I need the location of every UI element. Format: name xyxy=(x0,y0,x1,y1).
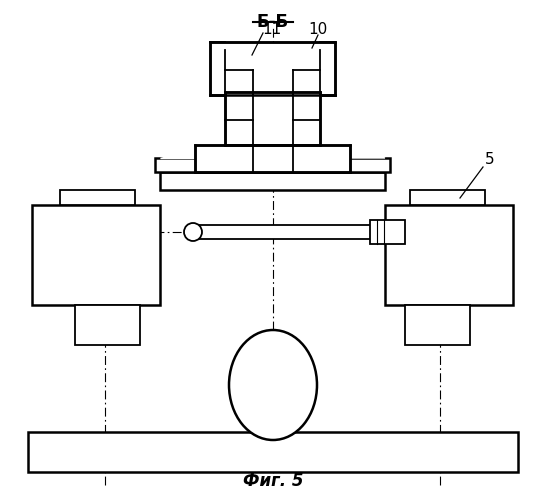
Polygon shape xyxy=(335,145,385,158)
Bar xyxy=(195,225,390,239)
Ellipse shape xyxy=(229,330,317,440)
Bar xyxy=(155,158,390,172)
Bar xyxy=(75,305,140,345)
Bar xyxy=(410,190,485,205)
Bar xyxy=(294,46,319,92)
Circle shape xyxy=(184,223,202,241)
Text: Б-Б: Б-Б xyxy=(257,13,289,31)
Text: 5: 5 xyxy=(485,152,495,168)
Text: Фиг. 5: Фиг. 5 xyxy=(243,472,303,490)
Bar xyxy=(294,93,319,144)
Bar xyxy=(60,190,135,205)
Bar xyxy=(160,172,385,190)
Text: 10: 10 xyxy=(308,22,328,38)
Text: 11: 11 xyxy=(263,22,282,38)
Bar xyxy=(226,93,252,144)
Bar xyxy=(195,145,350,172)
Polygon shape xyxy=(160,145,210,158)
Bar xyxy=(32,205,160,305)
Bar xyxy=(28,432,518,472)
Bar xyxy=(385,205,513,305)
Bar xyxy=(225,92,320,145)
Bar xyxy=(210,42,335,95)
Bar xyxy=(294,146,349,171)
Bar xyxy=(226,46,252,92)
Bar xyxy=(370,220,405,244)
Bar xyxy=(405,305,470,345)
Bar xyxy=(196,146,252,171)
